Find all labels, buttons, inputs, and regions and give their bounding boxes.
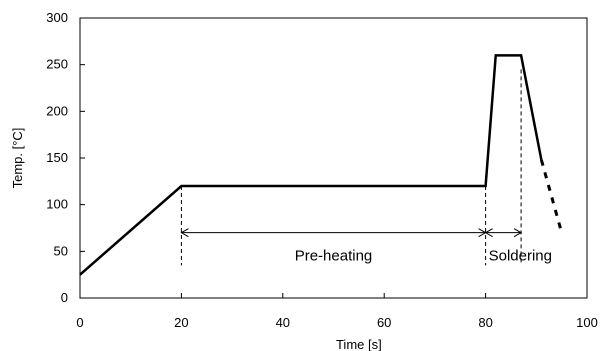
y-tick-label: 0 xyxy=(61,290,68,305)
y-tick-label: 200 xyxy=(46,103,68,118)
y-tick-label: 150 xyxy=(46,150,68,165)
x-tick-label: 0 xyxy=(76,315,83,330)
phase-arrow-head-left xyxy=(484,228,493,238)
x-tick-label: 80 xyxy=(478,315,492,330)
phase-markers xyxy=(180,69,522,266)
x-tick-label: 100 xyxy=(576,315,598,330)
x-tick-label: 40 xyxy=(276,315,290,330)
phase-label: Pre-heating xyxy=(295,248,373,265)
x-axis-label: Time [s] xyxy=(336,337,382,351)
y-tick-label: 50 xyxy=(54,243,68,258)
y-axis-ticks: 0 50 100 150 200 250 300 xyxy=(46,10,85,305)
temperature-line xyxy=(79,54,543,276)
x-tick-label: 20 xyxy=(174,315,188,330)
temperature-series xyxy=(79,54,564,276)
phase-arrow-head-right xyxy=(513,228,523,238)
temperature-line-cooling-dotted xyxy=(539,159,564,234)
y-tick-label: 300 xyxy=(46,10,68,25)
x-tick-label: 60 xyxy=(377,315,391,330)
x-axis-ticks: 0 20 40 60 80 100 xyxy=(76,293,598,330)
y-tick-label: 100 xyxy=(46,197,68,212)
y-axis-label: Temp. [°C] xyxy=(10,128,25,189)
phase-arrow-head-left xyxy=(180,228,189,238)
phase-label: Soldering xyxy=(489,248,552,265)
phase-annotations: Pre-heating Soldering xyxy=(180,228,552,265)
y-tick-label: 250 xyxy=(46,57,68,72)
